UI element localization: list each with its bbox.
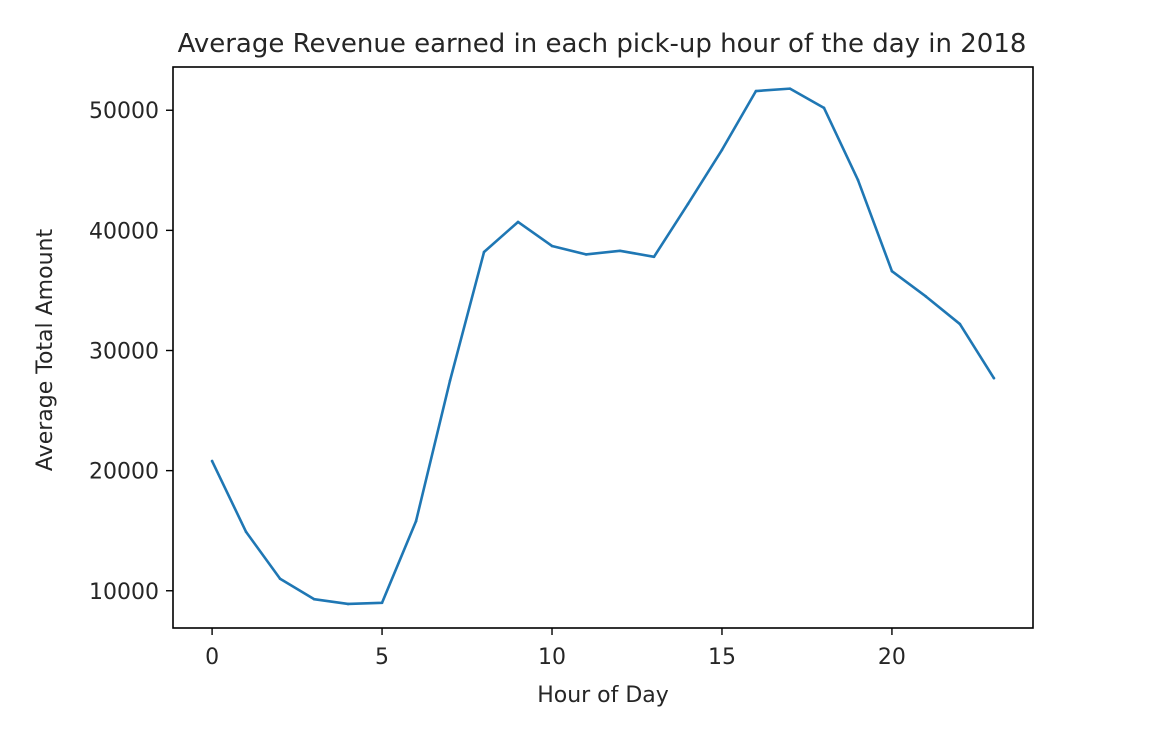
- data-point: [244, 530, 248, 534]
- x-axis-ticks: 0 5 10 15 20: [205, 628, 906, 670]
- data-point: [482, 250, 486, 254]
- data-point: [414, 519, 418, 523]
- data-point: [210, 459, 214, 463]
- data-point: [618, 249, 622, 253]
- y-tick-label: 10000: [89, 580, 159, 605]
- data-point: [992, 376, 996, 380]
- y-axis-label: Average Total Amount: [33, 229, 58, 472]
- data-point: [788, 87, 792, 90]
- data-point: [550, 244, 554, 248]
- data-point: [652, 255, 656, 259]
- x-tick-label: 15: [708, 645, 736, 670]
- data-point: [346, 602, 350, 606]
- data-point: [958, 322, 962, 326]
- data-point: [278, 577, 282, 581]
- data-point: [584, 253, 588, 256]
- data-point: [856, 178, 860, 182]
- data-point: [720, 148, 724, 152]
- x-axis-label: Hour of Day: [537, 683, 669, 708]
- data-point: [924, 295, 928, 298]
- data-point: [380, 601, 384, 605]
- data-point: [516, 220, 520, 224]
- data-point: [822, 106, 826, 110]
- data-point: [754, 89, 758, 93]
- y-axis-ticks: 10000 20000 30000 40000 50000: [89, 99, 173, 605]
- data-point: [312, 597, 316, 601]
- y-tick-label: 30000: [89, 340, 159, 365]
- x-tick-label: 10: [538, 645, 566, 670]
- data-point: [890, 269, 894, 273]
- y-tick-label: 40000: [89, 219, 159, 244]
- chart-title: Average Revenue earned in each pick-up h…: [178, 29, 1027, 59]
- y-tick-label: 20000: [89, 460, 159, 485]
- data-point: [686, 202, 690, 206]
- series-layer: [210, 87, 996, 606]
- y-tick-label: 50000: [89, 99, 159, 124]
- data-point: [448, 379, 452, 382]
- plot-frame: [172, 66, 1034, 629]
- x-tick-label: 20: [878, 645, 906, 670]
- series-line: [210, 87, 996, 606]
- x-tick-label: 5: [375, 645, 389, 670]
- x-tick-label: 0: [205, 645, 219, 670]
